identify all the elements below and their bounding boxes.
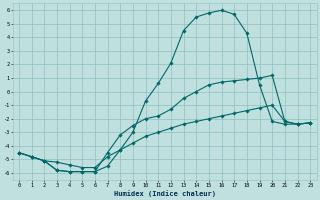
- X-axis label: Humidex (Indice chaleur): Humidex (Indice chaleur): [114, 190, 215, 197]
